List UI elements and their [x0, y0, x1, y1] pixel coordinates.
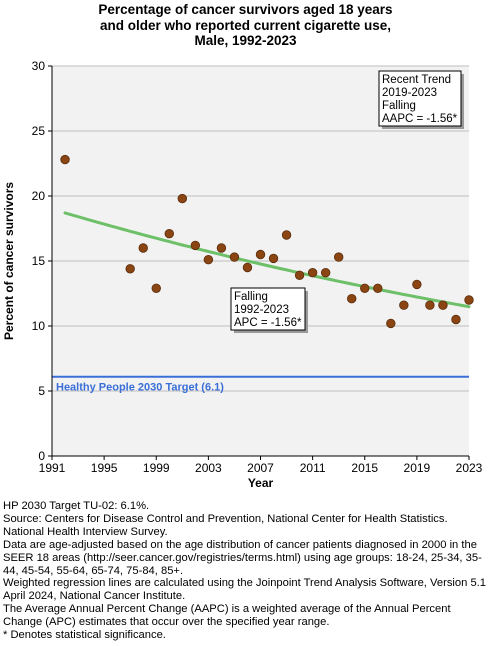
- annotation-line: Falling: [234, 291, 268, 303]
- data-point: [294, 270, 305, 281]
- y-tick-label: 20: [32, 189, 46, 203]
- data-point: [177, 193, 188, 204]
- annotation-line: Recent Trend: [382, 74, 451, 86]
- annotation-line: 2019-2023: [382, 87, 437, 99]
- data-point: [151, 283, 161, 294]
- chart-title-line-2: and older who reported current cigarette…: [99, 17, 392, 33]
- trend-line: [63, 211, 471, 309]
- chart-title-line-3: Male, 1992-2023: [194, 33, 297, 48]
- annotation-line: 1992-2023: [234, 304, 289, 316]
- chart-title: Percentage of cancer survivors aged 18 y…: [0, 2, 491, 49]
- y-axis-label: Percent of cancer survivors: [2, 182, 16, 340]
- data-point: [307, 268, 318, 278]
- target-layer: Healthy People 2030 Target (6.1): [52, 375, 469, 394]
- points-layer: [60, 154, 474, 329]
- axes-layer: 0 5 10 15 20 25 30 1991 1995 1999 2003 2007 2011 2015…: [2, 59, 483, 490]
- annotation-box: [378, 70, 462, 127]
- data-point: [229, 252, 240, 262]
- x-axis-label: Year: [248, 476, 274, 490]
- data-point: [320, 268, 331, 278]
- y-tick-label: 15: [32, 254, 46, 268]
- data-point: [268, 253, 279, 264]
- footnote-source: Source: Centers for Disease Control and …: [3, 512, 448, 538]
- x-tick-label: 1999: [143, 461, 170, 475]
- footnote-regression: Weighted regression lines are calculated…: [3, 577, 486, 603]
- data-point: [203, 255, 214, 265]
- data-point: [255, 249, 266, 260]
- data-point: [373, 283, 383, 294]
- data-point: [190, 240, 201, 251]
- data-point: [412, 279, 422, 290]
- data-point: [399, 300, 409, 310]
- annotation-box: [230, 287, 306, 331]
- x-tick-label: 2019: [404, 461, 431, 475]
- footnote-significance: * Denotes statistical significance.: [3, 629, 166, 642]
- trend-layer: [63, 211, 471, 309]
- data-point: [242, 262, 253, 273]
- footnote-aapc: The Average Annual Percent Change (AAPC)…: [3, 603, 451, 629]
- data-point: [125, 264, 135, 274]
- data-point: [216, 243, 227, 253]
- x-tick-label: 2007: [247, 461, 274, 475]
- data-point: [438, 300, 448, 310]
- footnote-age-adjusted: Data are age-adjusted based on the age d…: [3, 538, 482, 577]
- data-point: [164, 228, 174, 239]
- x-tick-label: 2015: [351, 461, 378, 475]
- chart-svg: Healthy People 2030 Target (6.1) 0 5 10 15 2…: [2, 59, 483, 490]
- data-point: [281, 230, 292, 240]
- annotation-line: APC = -1.56*: [234, 317, 302, 329]
- annotation-line: AAPC = -1.56*: [382, 113, 458, 125]
- x-tick-label: 1991: [39, 461, 66, 475]
- data-point: [451, 314, 461, 325]
- chart-title-line-1: Percentage of cancer survivors aged 18 y…: [98, 2, 393, 17]
- grid-layer: [52, 65, 469, 392]
- x-tick-label: 2023: [456, 461, 483, 475]
- y-tick-label: 0: [38, 449, 45, 463]
- annotation-line: Falling: [382, 100, 416, 112]
- y-tick-label: 25: [32, 124, 46, 138]
- data-point: [333, 252, 344, 262]
- data-point: [425, 300, 435, 310]
- target-label: Healthy People 2030 Target (6.1): [56, 382, 224, 394]
- y-tick-label: 10: [32, 319, 46, 333]
- footnotes: HP 2030 Target TU-02: 6.1%. Source: Cent…: [3, 500, 489, 642]
- data-point: [464, 295, 474, 305]
- data-point: [360, 283, 370, 294]
- y-tick-label: 30: [32, 59, 46, 73]
- data-point: [60, 154, 70, 165]
- data-point: [347, 294, 357, 304]
- x-tick-label: 2003: [195, 461, 222, 475]
- data-point: [138, 243, 148, 253]
- y-tick-label: 5: [38, 384, 45, 398]
- x-tick-label: 1995: [91, 461, 118, 475]
- x-tick-label: 2011: [300, 461, 326, 475]
- data-point: [386, 318, 396, 329]
- footnote-hp-target: HP 2030 Target TU-02: 6.1%.: [3, 500, 150, 512]
